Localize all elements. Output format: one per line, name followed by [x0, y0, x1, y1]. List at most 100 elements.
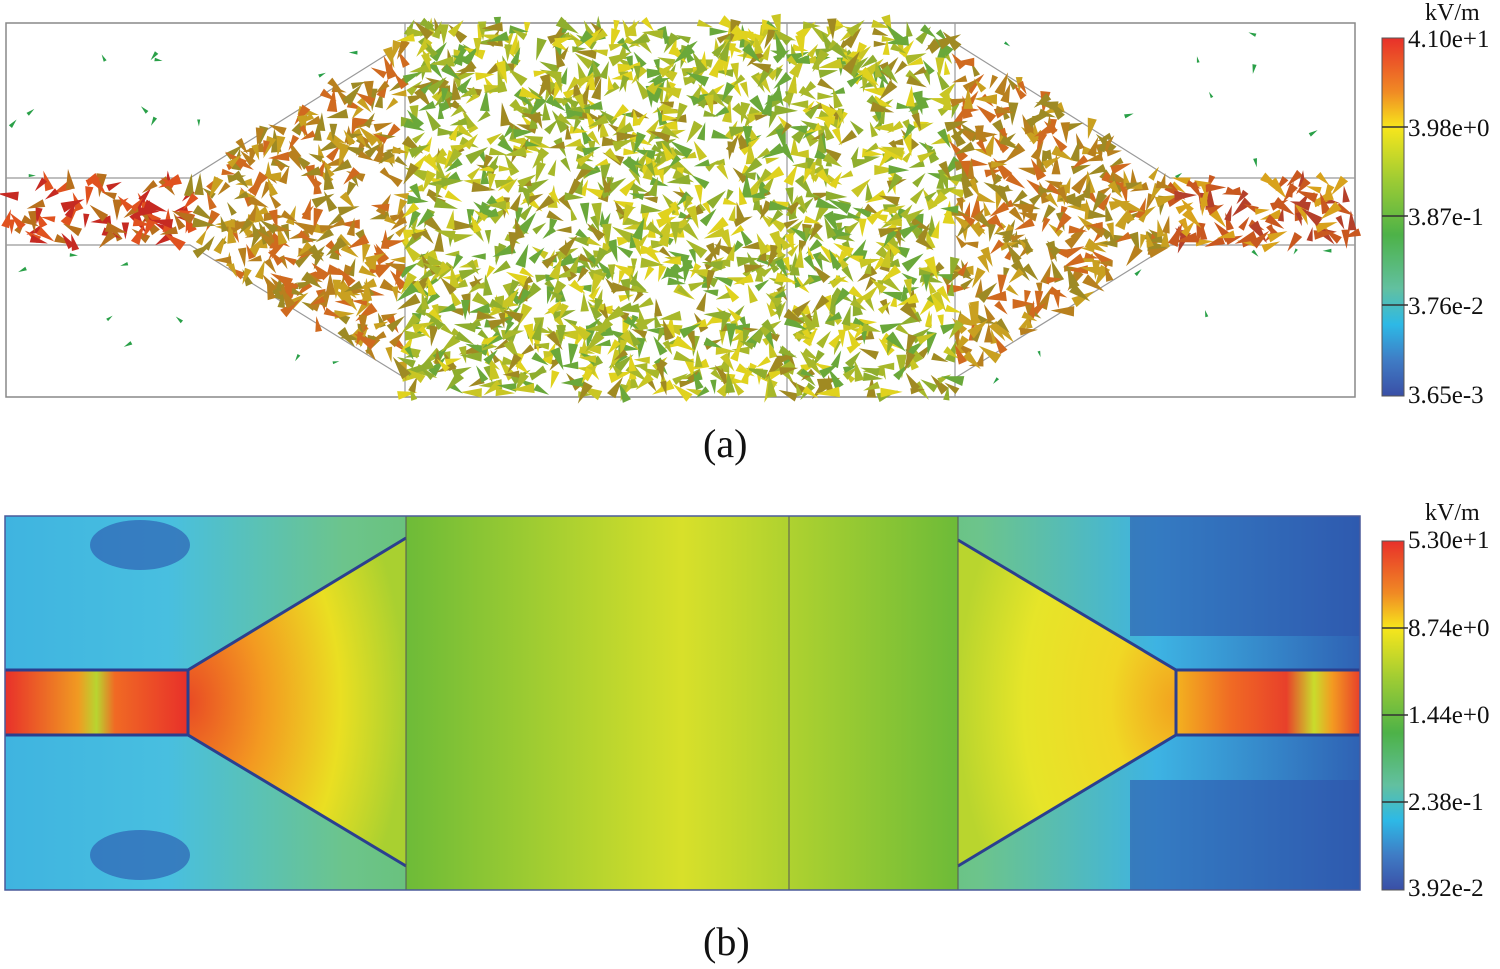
field-arrow — [715, 346, 736, 355]
field-arrow — [548, 141, 566, 149]
field-arrow — [268, 124, 287, 136]
field-arrow — [703, 337, 723, 348]
field-arrow — [628, 181, 649, 193]
field-arrow — [646, 162, 656, 178]
field-arrow — [397, 293, 421, 310]
field-arrow — [428, 356, 447, 377]
field-arrow — [507, 353, 522, 374]
field-arrow — [444, 358, 462, 366]
field-arrow — [776, 355, 797, 365]
field-arrow — [874, 60, 883, 78]
field-arrow — [444, 190, 463, 202]
field-arrow — [696, 19, 714, 28]
field-arrow — [950, 256, 960, 280]
field-arrow — [660, 262, 682, 280]
field-arrow — [117, 195, 134, 212]
field-arrow — [340, 242, 359, 258]
field-arrow — [150, 51, 159, 61]
field-arrow — [570, 322, 592, 342]
field-arrow — [510, 47, 521, 66]
field-arrow — [504, 44, 513, 62]
field-arrow — [489, 356, 500, 381]
field-arrow — [778, 345, 798, 358]
field-arrow — [522, 189, 530, 208]
field-arrow — [502, 370, 520, 378]
field-arrow — [704, 94, 714, 117]
field-arrow — [426, 188, 444, 198]
field-arrow — [657, 327, 666, 343]
field-arrow — [227, 201, 237, 216]
field-arrow — [1243, 203, 1259, 214]
field-arrow — [415, 249, 438, 260]
field-arrow — [941, 270, 965, 286]
field-arrow — [518, 86, 542, 100]
field-arrow — [0, 191, 19, 201]
field-arrow — [308, 153, 324, 163]
field-arrow — [426, 42, 438, 58]
field-arrow — [425, 109, 442, 132]
field-arrow — [1003, 41, 1011, 47]
field-arrow — [945, 304, 962, 313]
field-arrow — [716, 33, 732, 44]
field-arrow — [775, 67, 783, 82]
field-arrow — [635, 78, 651, 100]
field-arrow — [1008, 102, 1019, 126]
field-arrow — [288, 134, 300, 151]
field-arrow — [740, 101, 751, 125]
field-arrow — [638, 307, 649, 331]
field-arrow — [676, 191, 692, 207]
field-arrow — [1234, 230, 1258, 244]
field-arrow — [702, 289, 719, 297]
field-arrow — [326, 131, 347, 144]
field-arrow — [632, 290, 644, 304]
field-arrow — [633, 131, 646, 155]
field-arrow — [330, 218, 346, 228]
field-arrow — [685, 72, 710, 87]
field-arrow — [409, 62, 432, 73]
field-arrow — [252, 206, 269, 217]
field-arrow — [332, 279, 342, 300]
field-arrow — [774, 104, 798, 116]
field-arrow — [625, 55, 633, 73]
field-arrow — [1008, 206, 1025, 224]
field-arrow — [911, 112, 922, 131]
field-arrow — [433, 197, 459, 210]
field-arrow — [669, 140, 693, 159]
field-arrow — [362, 277, 373, 301]
field-arrow — [511, 29, 528, 41]
field-arrow — [435, 184, 443, 200]
field-arrow — [971, 267, 986, 289]
field-arrow — [502, 178, 518, 193]
field-arrow — [715, 291, 732, 300]
field-arrow — [385, 346, 393, 363]
field-arrow — [449, 117, 468, 126]
field-arrow — [787, 71, 798, 94]
field-arrow — [775, 32, 787, 56]
field-arrow — [658, 222, 672, 248]
field-arrow — [972, 207, 985, 222]
field-arrow — [214, 219, 236, 228]
field-arrow — [440, 277, 457, 295]
field-arrow — [736, 256, 761, 267]
field-arrow — [267, 177, 278, 197]
field-arrow — [438, 303, 457, 314]
field-arrow — [1320, 201, 1342, 220]
field-arrow — [1148, 166, 1160, 181]
field-arrow — [952, 75, 968, 83]
field-arrow — [1092, 240, 1108, 248]
field-arrow — [206, 191, 217, 210]
field-arrow — [339, 191, 356, 210]
field-arrow — [525, 179, 549, 194]
field-arrow — [437, 78, 450, 96]
field-arrow — [905, 372, 921, 392]
field-arrow — [881, 35, 897, 42]
field-arrow — [783, 308, 806, 325]
field-arrow — [896, 102, 912, 110]
field-arrow — [428, 313, 445, 330]
field-arrow — [1066, 264, 1080, 290]
field-arrow — [668, 154, 682, 168]
field-arrow — [654, 65, 678, 82]
field-arrow — [936, 170, 945, 190]
field-arrow — [264, 258, 277, 274]
field-arrow — [955, 234, 967, 249]
